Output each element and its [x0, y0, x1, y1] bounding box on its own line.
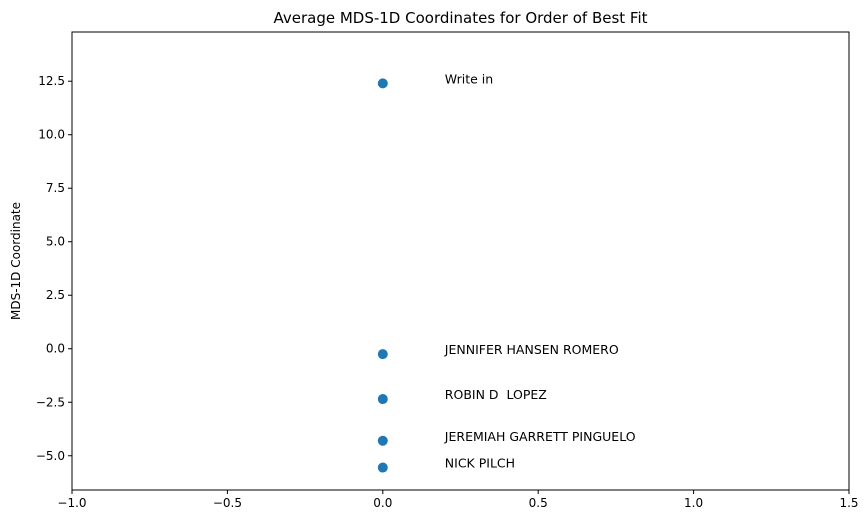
plot-frame [71, 31, 850, 491]
x-tick-label: 1.0 [684, 496, 703, 510]
data-points [377, 78, 388, 473]
y-tick-label: 5.0 [46, 235, 65, 249]
y-tick-label: −2.5 [36, 395, 65, 409]
y-tick-label: 12.5 [38, 74, 65, 88]
data-point [377, 394, 388, 405]
y-tick-label: 0.0 [46, 342, 65, 356]
data-point [377, 462, 388, 473]
point-label: NICK PILCH [445, 456, 515, 471]
data-point [377, 78, 388, 89]
data-point [377, 435, 388, 446]
point-labels: Write in JENNIFER HANSEN ROMERO ROBIN D LO… [444, 71, 636, 470]
y-tick-label: 10.0 [38, 128, 65, 142]
y-tick-label: −5.0 [36, 449, 65, 463]
x-tick-label: 0.0 [373, 496, 392, 510]
point-label: JENNIFER HANSEN ROMERO [444, 342, 619, 357]
y-tick-label: 2.5 [46, 288, 65, 302]
x-tick-label: −0.5 [213, 496, 242, 510]
point-label: Write in [445, 71, 493, 86]
y-tick-label: 7.5 [46, 181, 65, 195]
data-point [377, 349, 388, 360]
x-tick-label: 0.5 [529, 496, 548, 510]
y-axis: −5.0 −2.5 0.0 2.5 5.0 7.5 10.0 12.5 [36, 74, 72, 463]
x-tick-label: 1.5 [839, 496, 858, 510]
x-tick-label: −1.0 [57, 496, 86, 510]
chart-title: Average MDS-1D Coordinates for Order of … [273, 9, 647, 27]
point-label: ROBIN D LOPEZ [445, 387, 547, 402]
x-axis: −1.0 −0.5 0.0 0.5 1.0 1.5 [57, 490, 859, 510]
point-label: JEREMIAH GARRETT PINGUELO [444, 429, 636, 444]
y-axis-label: MDS-1D Coordinate [9, 202, 23, 320]
